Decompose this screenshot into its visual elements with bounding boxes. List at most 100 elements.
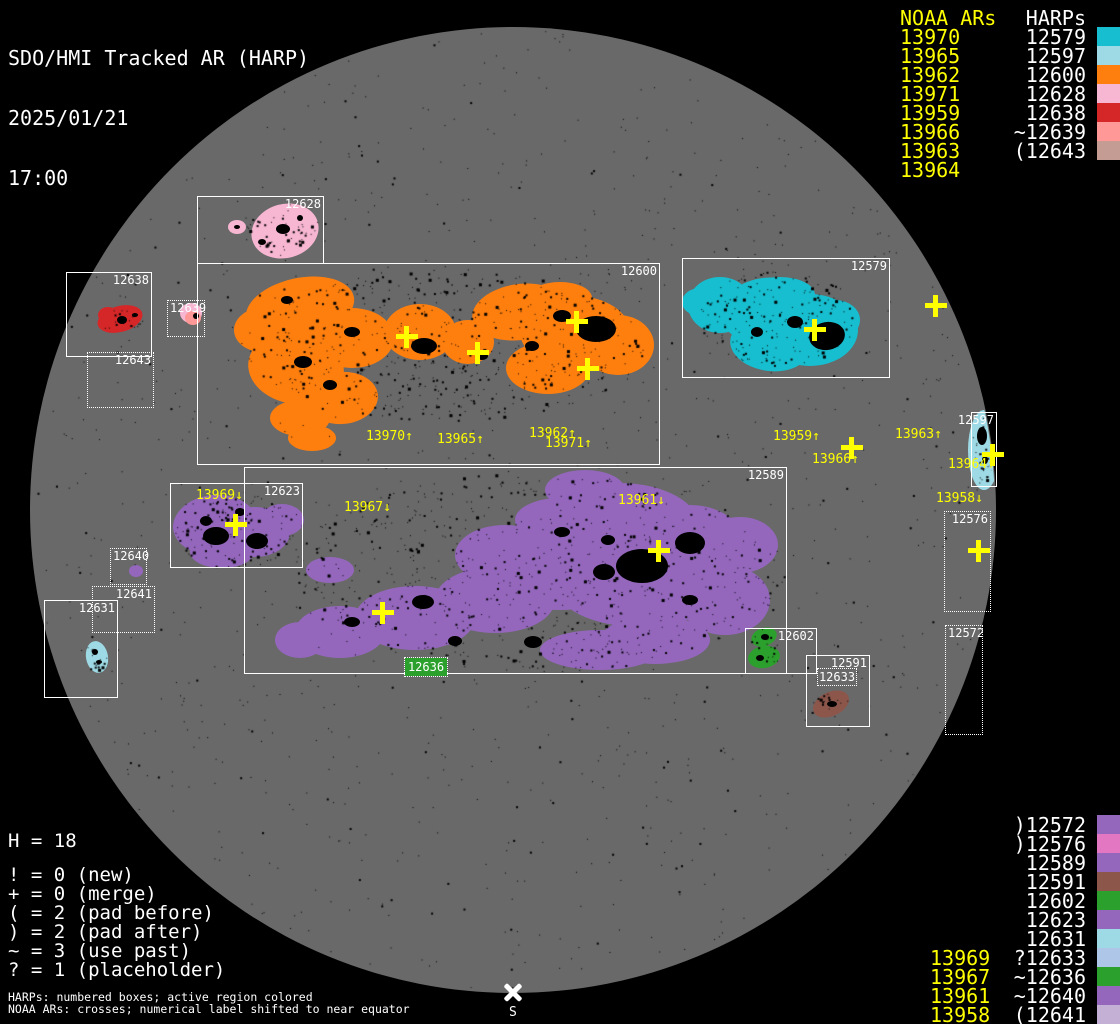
harp-number: (12643 (1013, 138, 1086, 163)
harp-number: )12576 (1013, 831, 1086, 856)
symbol-legend-line: + = 0 (merge) (8, 883, 157, 905)
ar-cross-icon (225, 514, 247, 536)
south-pole-label: S (509, 1005, 517, 1020)
ar-label: 13959↑ (773, 429, 820, 444)
legend-top: NOAA ARs HARPs 13970 12579 13965 12597 139… (900, 5, 1120, 182)
color-swatch (1097, 910, 1120, 929)
ar-cross-icon (648, 540, 670, 562)
color-swatch (1097, 122, 1120, 141)
ar-cross-icon (968, 540, 990, 562)
noaa-number: 13969 (930, 945, 991, 970)
harp-box-label: 12623 (263, 484, 300, 498)
page-title: SDO/HMI Tracked AR (HARP) (8, 46, 310, 70)
harp-box-label: 12639 (170, 301, 207, 315)
harp-box-12639: 12639 (167, 300, 207, 337)
harp-number: 12591 (1025, 869, 1086, 894)
south-pole-x-icon (502, 982, 524, 1004)
legend-row: 13965 12597 (900, 43, 1120, 68)
legend-row: 13971 12628 (900, 81, 1120, 106)
harp-box-label: 12572 (948, 626, 985, 640)
legend-header-row: NOAA ARs HARPs (900, 5, 1120, 30)
footnote-noaa: NOAA ARs: crosses; numerical label shift… (8, 1002, 410, 1016)
harp-number: ?12633 (1013, 945, 1086, 970)
noaa-number: 13967 (930, 964, 991, 989)
color-swatch (1097, 872, 1120, 891)
legend-row: 12623 (930, 907, 1120, 932)
ar-cross-icon (467, 342, 489, 364)
ar-label: 13965↑ (437, 432, 484, 447)
symbol-legend-line: ~ = 3 (use past) (8, 940, 192, 962)
harp-box-12623: 12623 (170, 483, 303, 568)
ar-label: 13962↑ (529, 426, 576, 441)
harp-box-label: 12576 (951, 512, 988, 526)
harp-box-12641: 12641 (92, 586, 155, 633)
harp-box-12576: 12576 (944, 511, 991, 612)
legend-row: 13961 ~12640 (930, 983, 1120, 1008)
harp-number: 12623 (1025, 907, 1086, 932)
harp-header: HARPs (1025, 5, 1086, 30)
color-swatch (1097, 967, 1120, 986)
ar-label: 13961↓ (618, 493, 665, 508)
legend-row: 12631 (930, 926, 1120, 951)
harp-number: 12597 (1025, 43, 1086, 68)
color-swatch (1097, 853, 1120, 872)
symbol-legend-line: ( = 2 (pad before) (8, 902, 214, 924)
harp-number: 12579 (1025, 24, 1086, 49)
noaa-number: 13959 (900, 100, 961, 125)
harp-box-12631: 12631 (44, 600, 118, 698)
harp-box-label: 12579 (850, 259, 887, 273)
harp-number: ~12636 (1013, 964, 1086, 989)
color-swatch (1097, 46, 1120, 65)
harp-box-label: 12631 (78, 601, 115, 615)
harp-box-label: 12602 (777, 629, 814, 643)
harp-number: ~12640 (1013, 983, 1086, 1008)
ar-label: 13966↑ (812, 452, 859, 467)
harp-box-label: 12591 (830, 656, 867, 670)
harp-number: 12628 (1025, 81, 1086, 106)
ar-cross-icon (804, 319, 826, 341)
legend-row: )12576 (930, 831, 1120, 856)
harp-number: 12602 (1025, 888, 1086, 913)
harp-box-label: 12589 (747, 468, 784, 482)
harp-number: 12631 (1025, 926, 1086, 951)
harp-box-label: 12633 (818, 670, 856, 684)
harp-box-12591: 12591 (806, 655, 870, 727)
color-swatch (1097, 27, 1120, 46)
time-label: 17:00 (8, 166, 69, 190)
color-swatch (1097, 141, 1120, 160)
harp-box-12643: 12643 (87, 352, 154, 408)
harp-box-label: 12638 (112, 273, 149, 287)
color-swatch (1097, 815, 1120, 834)
ar-label: 13969↓ (196, 488, 243, 503)
date-label: 2025/01/21 (8, 106, 129, 130)
color-swatch (1097, 84, 1120, 103)
harp-box-12640: 12640 (110, 548, 149, 585)
legend-row: 13959 12638 (900, 100, 1120, 125)
harp-box-12572: 12572 (945, 625, 985, 735)
noaa-number: 13970 (900, 24, 961, 49)
noaa-number: 13965 (900, 43, 961, 68)
harp-number: 12638 (1025, 100, 1086, 125)
legend-row: 13963 (12643 (900, 138, 1120, 163)
ar-label: 13963↑ (895, 427, 942, 442)
ar-label: 13958↓ (936, 491, 983, 506)
symbol-legend-line: ? = 1 (placeholder) (8, 959, 226, 981)
harp-box-12602: 12602 (745, 628, 817, 674)
legend-row: 12602 (930, 888, 1120, 913)
harp-number: (12641 (1013, 1002, 1086, 1024)
harp-number: 12600 (1025, 62, 1086, 87)
harp-box-label: 12597 (957, 413, 994, 427)
harp-box-12589: 12589 (244, 467, 787, 674)
ar-label: 13964↑ (948, 457, 995, 472)
noaa-number: 13958 (930, 1002, 991, 1024)
harp-box-12636: 12636 (404, 657, 448, 677)
symbol-legend-line: ) = 2 (pad after) (8, 921, 203, 943)
noaa-number: 13962 (900, 62, 961, 87)
harp-number: )12572 (1013, 812, 1086, 837)
legend-row: 13967 ~12636 (930, 964, 1120, 989)
ar-cross-icon (372, 602, 394, 624)
noaa-number: 13963 (900, 138, 961, 163)
legend-row: )12572 (930, 812, 1120, 837)
legend-row: 13969 ?12633 (930, 945, 1120, 970)
